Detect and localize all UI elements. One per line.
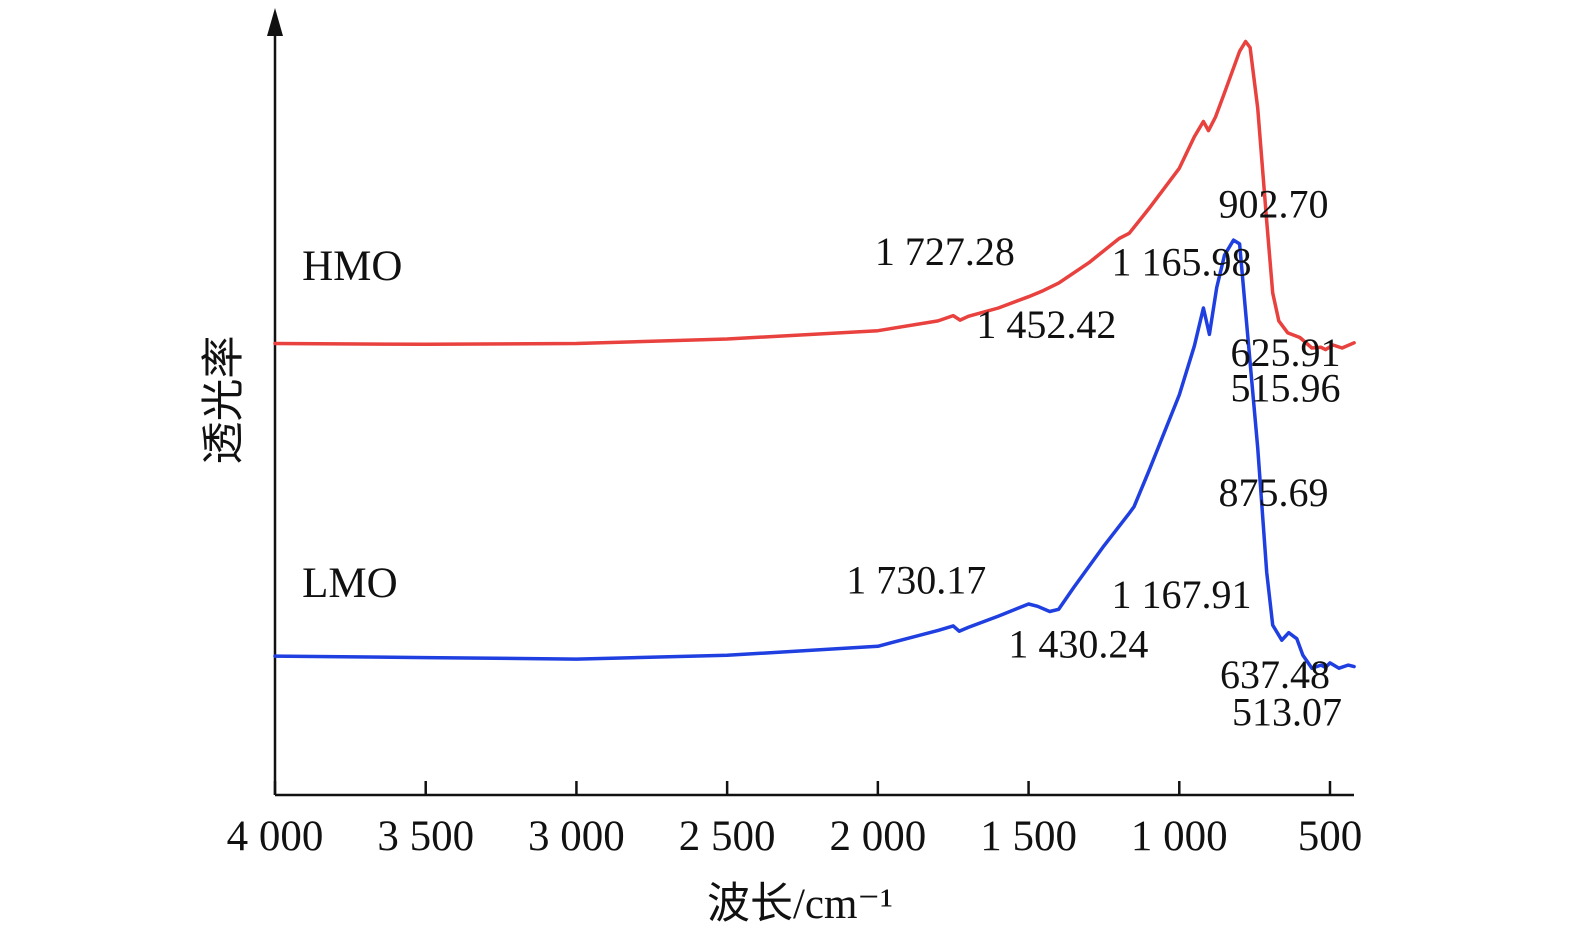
y-axis-arrow [267, 8, 283, 36]
x-tick-label: 3 000 [528, 813, 625, 860]
x-tick-label: 4 000 [227, 813, 324, 860]
peak-annotation: 1 165.98 [1111, 240, 1251, 285]
x-tick-label: 2 500 [679, 813, 776, 860]
axes: 4 000 3 500 3 000 2 500 2 000 1 500 1 000 500 [227, 8, 1363, 860]
peak-annotation: 875.69 [1218, 470, 1328, 515]
peak-annotation: 1 430.24 [1008, 622, 1148, 667]
x-tick-label: 1 000 [1131, 813, 1228, 860]
peak-annotation: 515.96 [1231, 366, 1341, 411]
x-tick-label: 3 500 [377, 813, 474, 860]
x-tick-label: 500 [1298, 813, 1363, 860]
peak-annotation: 625.91 [1231, 330, 1341, 375]
peak-annotation: 902.70 [1218, 181, 1328, 226]
peak-annotation: 1 730.17 [846, 557, 986, 602]
peak-annotation: 1 167.91 [1111, 572, 1251, 617]
series-line-hmo [273, 39, 1356, 352]
series-line-lmo [273, 238, 1356, 670]
series-label-lmo: LMO [302, 560, 398, 607]
peak-annotation: 513.07 [1232, 690, 1342, 735]
labels-layer: HMO LMO 902.70 1 727.28 1 165.98 1 452.42 625.… [302, 181, 1342, 734]
peak-annotation: 637.48 [1220, 652, 1330, 697]
y-axis-title: 透光率 [200, 336, 248, 465]
x-tick-label: 1 500 [980, 813, 1077, 860]
x-tick-label: 2 000 [829, 813, 926, 860]
series-label-hmo: HMO [302, 243, 402, 290]
x-axis-title: 波长/cm⁻¹ [707, 881, 893, 928]
peak-annotation: 1 727.28 [875, 229, 1015, 274]
series-layer [273, 39, 1356, 670]
peak-annotation: 1 452.42 [976, 302, 1116, 347]
